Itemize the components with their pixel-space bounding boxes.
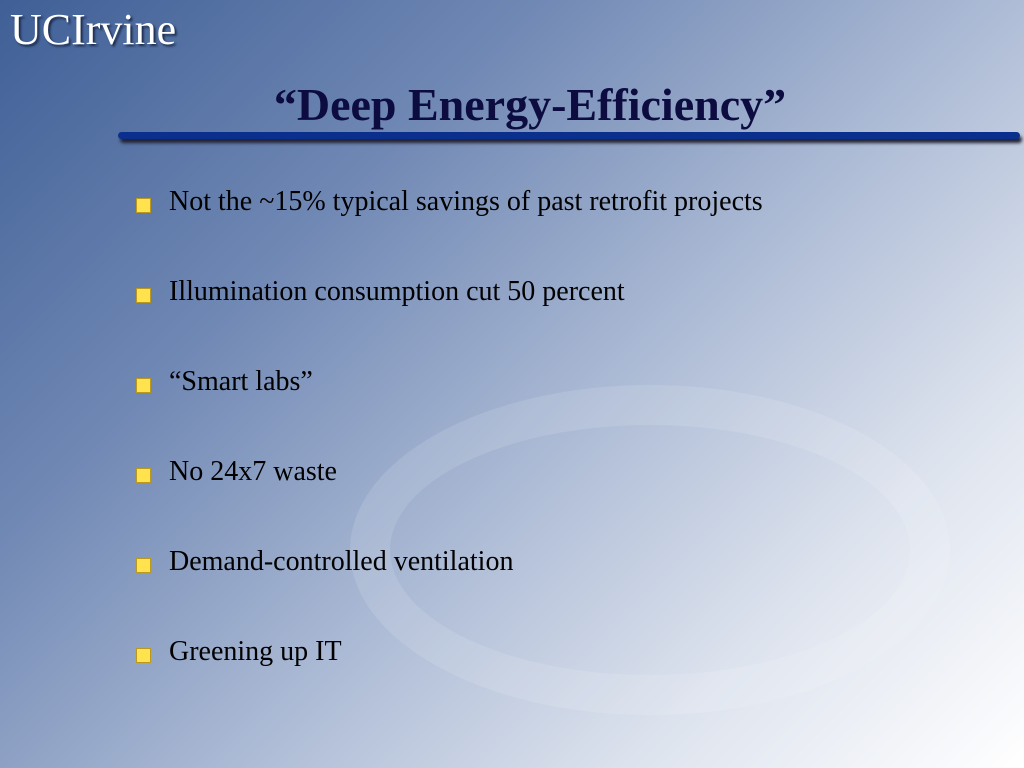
- slide-title: “Deep Energy-Efficiency”: [273, 79, 787, 130]
- bullet-item: Illumination consumption cut 50 percent: [136, 276, 763, 366]
- bullet-marker: [136, 648, 151, 663]
- bullet-text: No 24x7 waste: [169, 456, 337, 487]
- bullet-list: Not the ~15% typical savings of past ret…: [136, 186, 763, 726]
- bullet-item: Not the ~15% typical savings of past ret…: [136, 186, 763, 276]
- bullet-marker: [136, 378, 151, 393]
- bullet-text: “Smart labs”: [169, 366, 313, 397]
- bullet-marker: [136, 558, 151, 573]
- bullet-item: “Smart labs”: [136, 366, 763, 456]
- title-rule: [118, 132, 1020, 139]
- bullet-text: Illumination consumption cut 50 percent: [169, 276, 625, 307]
- bullet-item: Greening up IT: [136, 636, 763, 726]
- bullet-text: Greening up IT: [169, 636, 342, 667]
- bullet-item: Demand-controlled ventilation: [136, 546, 763, 636]
- bullet-item: No 24x7 waste: [136, 456, 763, 546]
- logo: UCIrvine: [10, 5, 177, 54]
- bullet-marker: [136, 288, 151, 303]
- bullet-text: Demand-controlled ventilation: [169, 546, 514, 577]
- bullet-marker: [136, 198, 151, 213]
- bullet-marker: [136, 468, 151, 483]
- bullet-text: Not the ~15% typical savings of past ret…: [169, 186, 763, 217]
